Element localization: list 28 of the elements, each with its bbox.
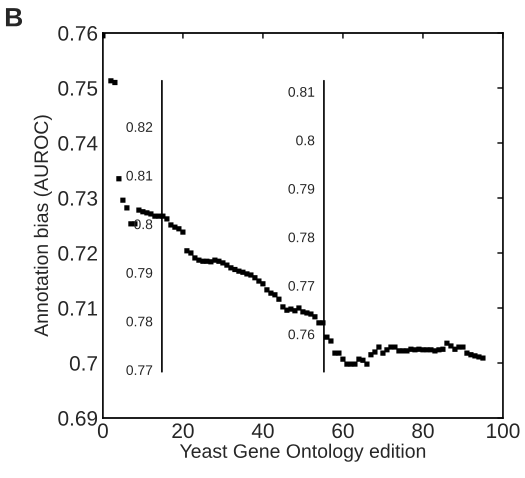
y3-tick-label: 0.79 — [288, 184, 314, 194]
x-tick-label: 80 — [412, 423, 434, 438]
y-tick-label: 0.69 — [58, 411, 98, 426]
x-axis-title: Yeast Gene Ontology edition — [180, 444, 426, 462]
x-tick-label: 20 — [172, 423, 194, 438]
y3-tick-label: 0.81 — [288, 86, 314, 97]
y2-tick-label: 0.81 — [126, 170, 152, 181]
y3-tick-label: 0.8 — [296, 135, 314, 146]
x-tick-label: 60 — [332, 423, 354, 438]
y2-tick-label: 0.78 — [126, 316, 152, 326]
y-tick-label: 0.74 — [58, 136, 98, 151]
y3-tick-label: 0.76 — [288, 329, 314, 340]
x-tick-label: 0 — [98, 423, 108, 438]
y-tick-label: 0.71 — [58, 301, 98, 316]
y-axis-title: Annotation bias (AUROC) — [34, 115, 52, 337]
y-tick-label: 0.73 — [58, 190, 98, 206]
y2-tick-label: 0.82 — [126, 122, 152, 132]
y-tick-label: 0.76 — [58, 26, 98, 41]
y3-tick-label: 0.78 — [288, 232, 314, 242]
y-tick-label: 0.7 — [70, 356, 97, 371]
y3-tick-label: 0.77 — [288, 280, 314, 291]
x-tick-label: 40 — [252, 423, 274, 438]
y-tick-label: 0.75 — [58, 80, 98, 96]
y2-tick-label: 0.79 — [126, 268, 152, 278]
x-tick-label: 100 — [487, 423, 520, 438]
text: B — [6, 8, 22, 26]
y-tick-label: 0.72 — [58, 246, 97, 261]
y2-tick-label: 0.77 — [126, 365, 152, 376]
